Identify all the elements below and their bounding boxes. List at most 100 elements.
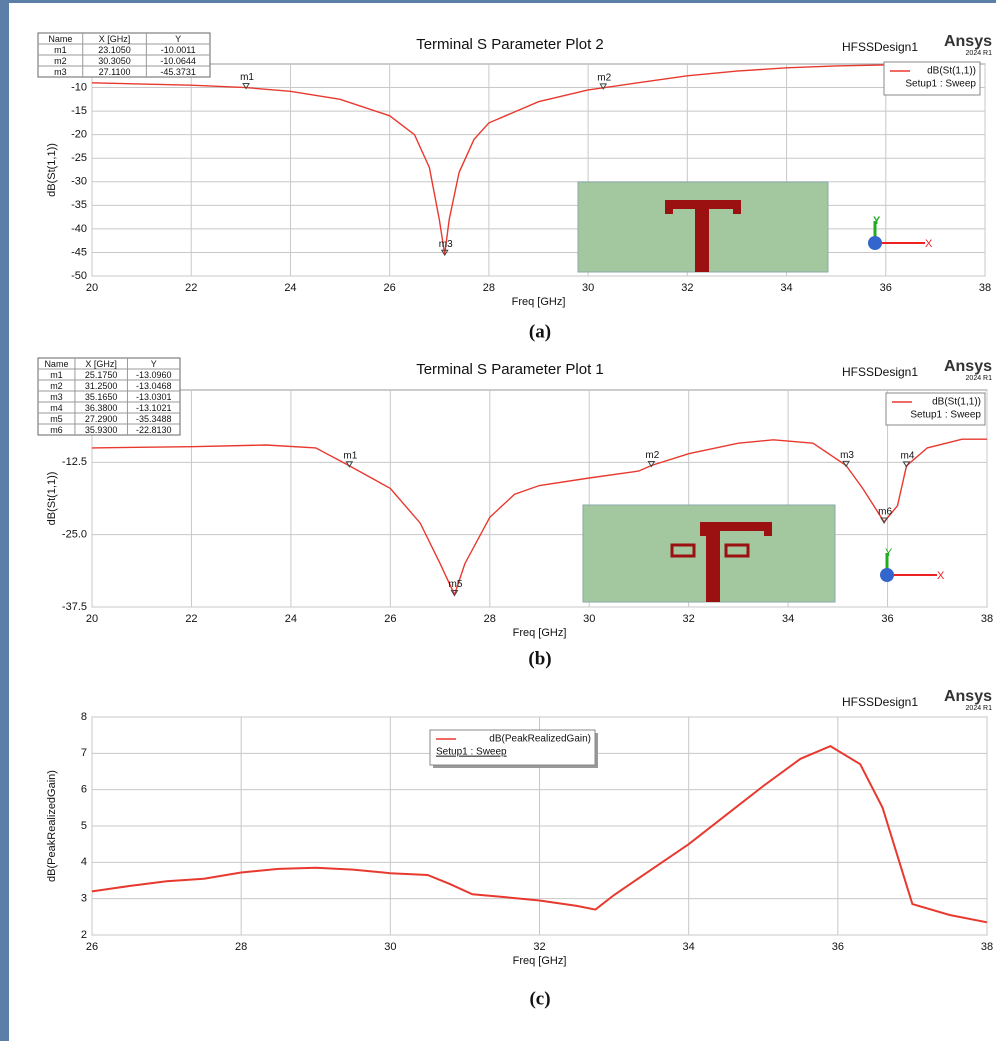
y-tick-label: -40 bbox=[71, 223, 87, 235]
y-tick-label: -37.5 bbox=[62, 601, 87, 613]
y-tick-label: -15 bbox=[71, 105, 87, 117]
marker-label: m5 bbox=[449, 579, 463, 590]
marker-label: m1 bbox=[240, 72, 254, 83]
patch bbox=[700, 522, 772, 531]
marker-label: m4 bbox=[900, 450, 914, 461]
marker-label: m3 bbox=[439, 239, 453, 250]
patch bbox=[665, 200, 673, 214]
x-tick-label: 22 bbox=[185, 613, 197, 625]
x-tick-label: 34 bbox=[782, 613, 794, 625]
x-tick-label: 28 bbox=[483, 282, 495, 294]
table-cell: m5 bbox=[50, 414, 63, 424]
table-cell: m2 bbox=[54, 56, 67, 66]
y-tick-label: 7 bbox=[81, 747, 87, 759]
marker-label: m3 bbox=[840, 450, 854, 461]
y-axis-label: dB(St(1,1)) bbox=[46, 472, 58, 526]
x-tick-label: 32 bbox=[681, 282, 693, 294]
version: 2024 R1 bbox=[966, 375, 993, 382]
plots: 20222426283032343638-50-45-40-35-30-25-2… bbox=[38, 33, 993, 1009]
x-tick-label: 38 bbox=[979, 282, 991, 294]
x-axis-label: Freq [GHz] bbox=[512, 296, 566, 308]
y-tick-label: -20 bbox=[71, 129, 87, 141]
x-tick-label: 38 bbox=[981, 613, 993, 625]
table-header: Y bbox=[175, 34, 181, 44]
y-axis-label: dB(St(1,1)) bbox=[46, 143, 58, 197]
table-header: Name bbox=[44, 359, 68, 369]
y-tick-label: -30 bbox=[71, 176, 87, 188]
table-cell: 35.1650 bbox=[85, 392, 118, 402]
x-tick-label: 34 bbox=[683, 941, 695, 953]
y-tick-label: -25.0 bbox=[62, 529, 87, 541]
svg-text:Y: Y bbox=[885, 547, 893, 559]
table-cell: m3 bbox=[54, 67, 67, 77]
y-tick-label: 4 bbox=[81, 856, 87, 868]
table-cell: -13.1021 bbox=[136, 403, 172, 413]
x-tick-label: 38 bbox=[981, 941, 993, 953]
caption: (c) bbox=[529, 988, 550, 1009]
marker-label: m6 bbox=[878, 507, 892, 518]
patch bbox=[733, 200, 741, 214]
legend-setup: Setup1 : Sweep bbox=[436, 747, 507, 758]
x-axis-label: Freq [GHz] bbox=[513, 627, 567, 639]
table-cell: -13.0468 bbox=[136, 381, 172, 391]
y-tick-label: 6 bbox=[81, 784, 87, 796]
plot-area bbox=[92, 390, 987, 607]
chart-title: Terminal S Parameter Plot 2 bbox=[416, 36, 604, 53]
patch bbox=[764, 522, 772, 536]
table-cell: m1 bbox=[54, 45, 67, 55]
brand: Ansys bbox=[944, 33, 992, 50]
table-cell: m3 bbox=[50, 392, 63, 402]
table-header: X [GHz] bbox=[85, 359, 117, 369]
table-cell: -13.0301 bbox=[136, 392, 172, 402]
caption: (b) bbox=[528, 648, 551, 669]
table-cell: m1 bbox=[50, 370, 63, 380]
x-tick-label: 28 bbox=[484, 613, 496, 625]
chart-title: Terminal S Parameter Plot 1 bbox=[416, 361, 604, 378]
caption: (a) bbox=[529, 321, 551, 342]
y-tick-label: 8 bbox=[81, 711, 87, 723]
marker-label: m2 bbox=[645, 450, 659, 461]
legend-setup: Setup1 : Sweep bbox=[905, 79, 976, 90]
table-cell: 25.1750 bbox=[85, 370, 118, 380]
design-name: HFSSDesign1 bbox=[842, 695, 918, 709]
table-cell: m6 bbox=[50, 425, 63, 435]
table-cell: 23.1050 bbox=[98, 45, 131, 55]
table-cell: -13.0960 bbox=[136, 370, 172, 380]
y-tick-label: -10 bbox=[71, 81, 87, 93]
y-tick-label: -25 bbox=[71, 152, 87, 164]
design-name: HFSSDesign1 bbox=[842, 40, 918, 54]
table-header: Name bbox=[48, 34, 72, 44]
y-tick-label: -45 bbox=[71, 246, 87, 258]
frame-top bbox=[0, 0, 996, 3]
feed bbox=[695, 209, 709, 272]
legend-entry: dB(PeakRealizedGain) bbox=[489, 734, 591, 745]
x-tick-label: 26 bbox=[384, 613, 396, 625]
x-tick-label: 32 bbox=[683, 613, 695, 625]
y-tick-label: -35 bbox=[71, 199, 87, 211]
patch bbox=[665, 200, 741, 209]
brand: Ansys bbox=[944, 358, 992, 375]
table-cell: 27.1100 bbox=[99, 67, 131, 77]
table-cell: 36.3800 bbox=[85, 403, 118, 413]
legend-setup: Setup1 : Sweep bbox=[910, 410, 981, 421]
x-tick-label: 30 bbox=[582, 282, 594, 294]
x-tick-label: 28 bbox=[235, 941, 247, 953]
figure: 20222426283032343638-50-45-40-35-30-25-2… bbox=[0, 0, 996, 1041]
x-tick-label: 30 bbox=[583, 613, 595, 625]
feed bbox=[706, 531, 720, 602]
y-tick-label: 5 bbox=[81, 820, 87, 832]
design-name: HFSSDesign1 bbox=[842, 365, 918, 379]
y-axis-label: dB(PeakRealizedGain) bbox=[46, 770, 58, 882]
svg-text:Y: Y bbox=[873, 215, 881, 227]
y-tick-label: 3 bbox=[81, 893, 87, 905]
x-tick-label: 20 bbox=[86, 613, 98, 625]
x-tick-label: 36 bbox=[881, 613, 893, 625]
x-tick-label: 22 bbox=[185, 282, 197, 294]
legend-entry: dB(St(1,1)) bbox=[927, 66, 976, 77]
brand: Ansys bbox=[944, 688, 992, 705]
page: 20222426283032343638-50-45-40-35-30-25-2… bbox=[0, 0, 996, 1041]
x-tick-label: 34 bbox=[780, 282, 792, 294]
x-tick-label: 30 bbox=[384, 941, 396, 953]
x-axis-label: Freq [GHz] bbox=[513, 955, 567, 967]
table-cell: -22.8130 bbox=[136, 425, 172, 435]
